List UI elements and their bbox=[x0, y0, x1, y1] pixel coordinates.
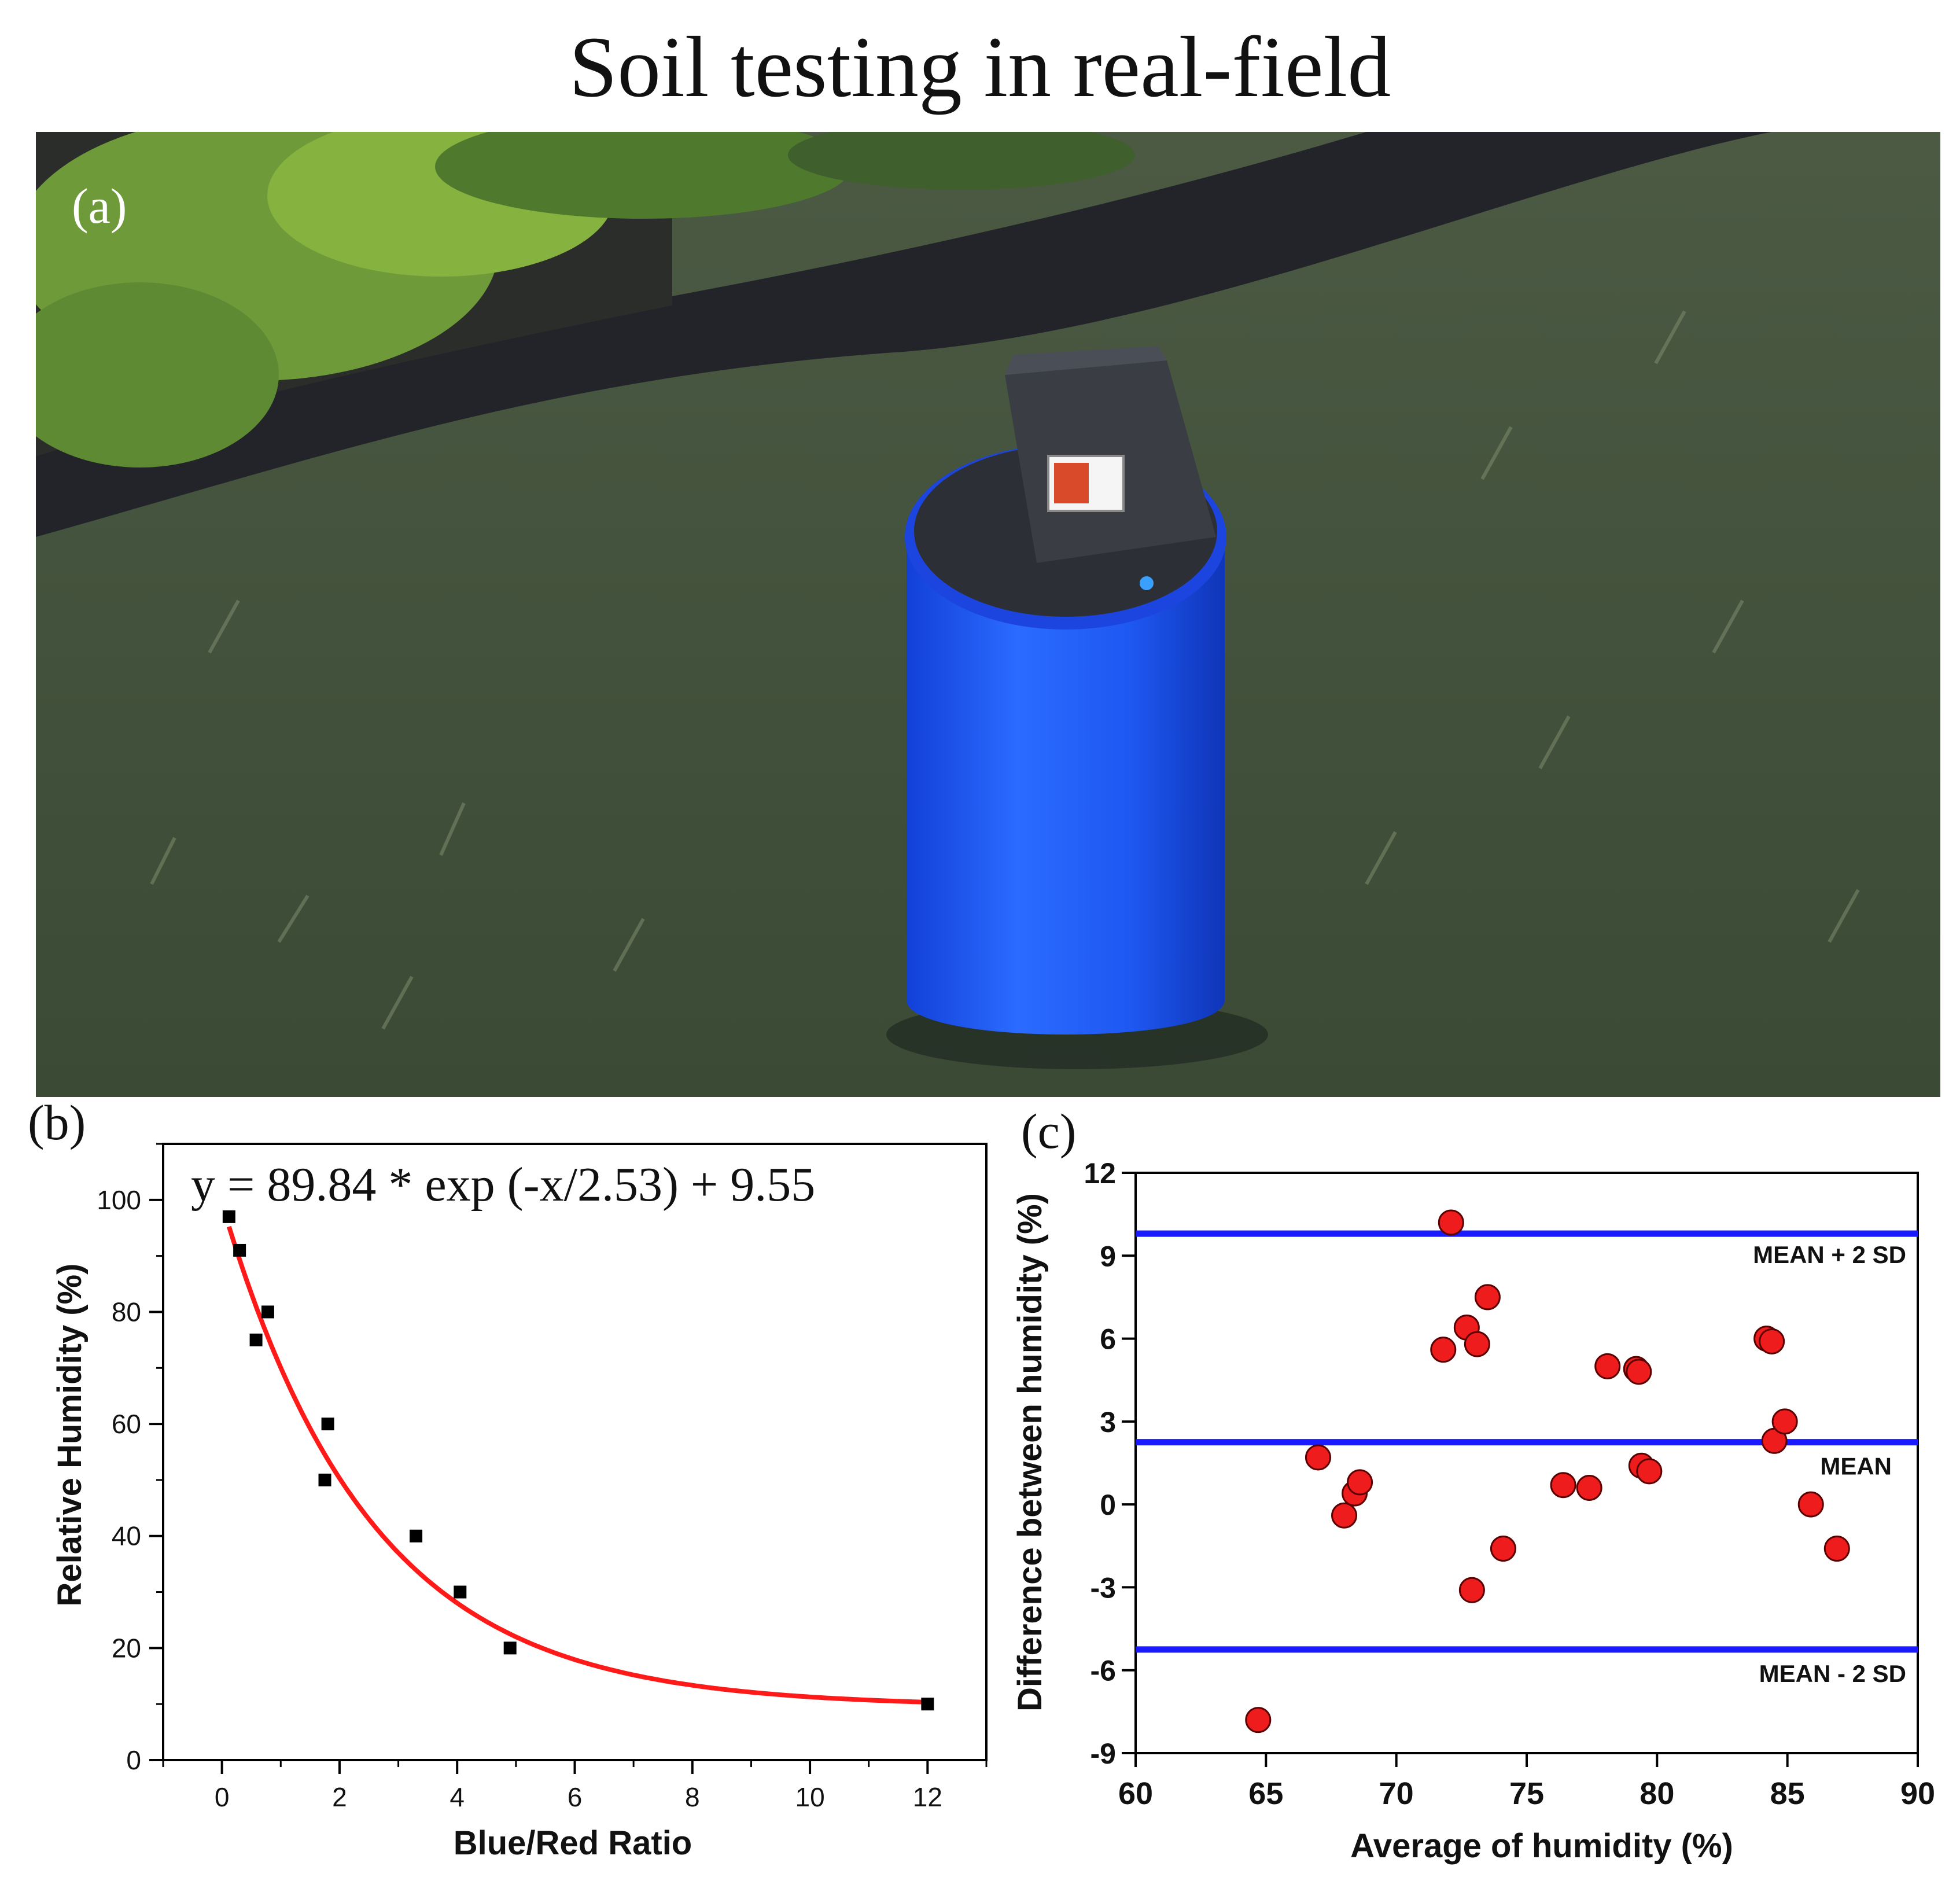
data-point bbox=[1430, 1337, 1457, 1363]
data-point bbox=[249, 1333, 263, 1346]
data-point bbox=[1490, 1536, 1516, 1562]
data-point bbox=[1759, 1328, 1785, 1354]
chart-b-x-tick-label: 0 bbox=[215, 1782, 230, 1812]
chart-c-y-tick-label: 12 bbox=[1084, 1157, 1116, 1190]
data-point bbox=[921, 1698, 934, 1711]
data-point bbox=[1347, 1469, 1373, 1496]
field-photo-illustration bbox=[36, 132, 1940, 1097]
data-point bbox=[1576, 1474, 1602, 1501]
data-point bbox=[410, 1529, 423, 1543]
chart-b-x-tick-label: 6 bbox=[568, 1782, 583, 1812]
chart-b-y-tick-label: 60 bbox=[112, 1409, 141, 1439]
reference-line-label: MEAN + 2 SD bbox=[1753, 1241, 1906, 1268]
chart-b-plot-frame bbox=[162, 1143, 988, 1761]
field-photo: (a) bbox=[36, 132, 1940, 1097]
chart-c-x-tick-label: 80 bbox=[1640, 1776, 1674, 1811]
data-point bbox=[1464, 1331, 1490, 1357]
chart-b-y-axis-label: Relative Humidity (%) bbox=[51, 1264, 89, 1607]
chart-c-x-tick-label: 75 bbox=[1509, 1776, 1544, 1811]
reference-line-label: MEAN - 2 SD bbox=[1759, 1660, 1906, 1687]
data-point bbox=[318, 1473, 331, 1486]
data-point bbox=[1342, 1480, 1368, 1507]
panel-a-label: (a) bbox=[72, 178, 127, 234]
data-point bbox=[1797, 1491, 1824, 1518]
chart-c-y-tick-label: 9 bbox=[1100, 1240, 1116, 1272]
chart-c-x-tick-label: 90 bbox=[1900, 1776, 1935, 1811]
chart-b-x-tick-label: 2 bbox=[332, 1782, 347, 1812]
chart-c-y-tick-label: 0 bbox=[1100, 1489, 1116, 1521]
data-point bbox=[503, 1641, 517, 1655]
data-point bbox=[1823, 1536, 1850, 1562]
chart-c-y-axis-label: Difference between humidity (%) bbox=[1011, 1193, 1049, 1711]
data-point bbox=[1458, 1577, 1485, 1603]
chart-c-y-tick-label: 6 bbox=[1100, 1323, 1116, 1356]
chart-b-y-tick-label: 20 bbox=[112, 1633, 141, 1663]
chart-c-x-tick-label: 85 bbox=[1770, 1776, 1805, 1811]
data-point bbox=[261, 1305, 274, 1319]
chart-b-y-tick-label: 0 bbox=[126, 1745, 141, 1775]
chart-b-y-tick-label: 100 bbox=[97, 1185, 141, 1215]
data-point bbox=[1305, 1444, 1331, 1471]
chart-c-y-tick-label: 3 bbox=[1100, 1406, 1116, 1438]
chart-b-y-tick-label: 40 bbox=[112, 1521, 141, 1551]
chart-c-plot-frame bbox=[1134, 1172, 1919, 1754]
data-point bbox=[1771, 1408, 1798, 1435]
chart-c-x-tick-label: 70 bbox=[1379, 1776, 1414, 1811]
data-point bbox=[1474, 1284, 1501, 1311]
chart-c-y-tick-label: -9 bbox=[1090, 1738, 1116, 1770]
data-point bbox=[222, 1210, 235, 1223]
chart-b-x-tick-label: 12 bbox=[913, 1782, 942, 1812]
data-point bbox=[321, 1418, 334, 1431]
data-point bbox=[1628, 1452, 1655, 1479]
data-point bbox=[1636, 1458, 1663, 1485]
chart-b-x-axis-label: Blue/Red Ratio bbox=[454, 1824, 692, 1862]
data-point bbox=[1550, 1472, 1576, 1499]
data-point bbox=[1245, 1707, 1272, 1733]
data-point bbox=[1594, 1353, 1621, 1379]
data-point bbox=[1438, 1209, 1464, 1236]
chart-c-y-tick-label: -6 bbox=[1090, 1655, 1116, 1687]
fit-equation: y = 89.84 * exp (-x/2.53) + 9.55 bbox=[191, 1158, 815, 1212]
data-point bbox=[454, 1585, 467, 1599]
chart-c-y-tick-label: -3 bbox=[1090, 1571, 1116, 1604]
data-point bbox=[1626, 1359, 1652, 1385]
data-point bbox=[1331, 1502, 1358, 1529]
chart-b-x-tick-label: 4 bbox=[450, 1782, 465, 1812]
data-point bbox=[233, 1243, 246, 1257]
chart-c-x-tick-label: 65 bbox=[1248, 1776, 1283, 1811]
data-point bbox=[1761, 1427, 1788, 1454]
chart-b-y-tick-label: 80 bbox=[112, 1297, 141, 1327]
panel-c-label: (c) bbox=[1021, 1103, 1077, 1159]
chart-b-x-tick-label: 10 bbox=[795, 1782, 824, 1812]
data-point bbox=[1453, 1314, 1480, 1341]
data-point bbox=[1623, 1356, 1649, 1382]
reference-line-label: MEAN bbox=[1820, 1453, 1892, 1480]
page-title: Soil testing in real-field bbox=[569, 19, 1391, 115]
fit-curve bbox=[226, 1225, 928, 1705]
panel-b-label: (b) bbox=[28, 1095, 86, 1150]
chart-b-x-tick-label: 8 bbox=[685, 1782, 700, 1812]
chart-c-x-axis-label: Average of humidity (%) bbox=[1350, 1827, 1733, 1865]
data-point bbox=[1753, 1326, 1780, 1352]
chart-c-x-tick-label: 60 bbox=[1118, 1776, 1153, 1811]
